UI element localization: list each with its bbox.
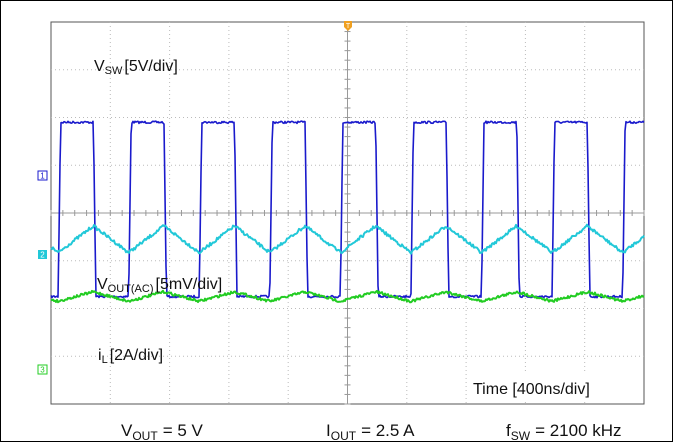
il-label: iL [2A/div]: [98, 347, 163, 366]
time-label-box: [467, 373, 630, 400]
vout-annotation-main: V: [121, 421, 133, 440]
vout-label-scale: [5mV/div]: [156, 276, 223, 293]
channel-1-marker-text: 1: [40, 172, 45, 181]
vsw-label-main: V: [94, 58, 105, 75]
time-scale-label: Time [400ns/div]: [473, 381, 590, 398]
fsw-annotation: fSW = 2100 kHz: [506, 421, 622, 442]
vout-ac-trace: [50, 223, 645, 255]
channel-3-marker: 3: [37, 364, 48, 375]
vout-label-main: V: [97, 276, 108, 293]
iout-annotation-sub: OUT: [331, 429, 357, 442]
trigger-marker: T: [344, 21, 352, 31]
channel-1-marker: 1: [37, 170, 48, 181]
vsw-label-sub: SW: [105, 65, 123, 77]
fsw-annotation-value: = 2100 kHz: [535, 421, 621, 440]
vsw-trace: [50, 120, 645, 299]
channel-3-marker-text: 3: [40, 366, 45, 375]
vsw-label: VSW [5V/div]: [94, 58, 178, 77]
channel-2-marker: 2: [38, 250, 47, 260]
inductor-current-trace: [50, 289, 645, 304]
fsw-annotation-sub: SW: [511, 429, 531, 442]
fsw-annotation-main: f: [506, 421, 511, 440]
vout-annotation-value: = 5 V: [163, 421, 204, 440]
waveform-traces: [50, 120, 645, 304]
vout-annotation-sub: OUT: [132, 429, 158, 442]
vout-label-sub: OUT(AC): [108, 283, 154, 295]
il-label-sub: L: [102, 354, 108, 366]
trigger-marker-text: T: [346, 23, 351, 30]
iout-annotation: IOUT = 2.5 A: [326, 421, 415, 442]
channel-2-marker-text: 2: [40, 251, 45, 260]
vsw-label-scale: [5V/div]: [124, 58, 177, 75]
il-label-main: i: [98, 347, 102, 364]
il-label-scale: [2A/div]: [110, 347, 163, 364]
vout-annotation: VOUT = 5 V: [121, 421, 204, 442]
iout-annotation-main: I: [326, 421, 331, 440]
iout-annotation-value: = 2.5 A: [361, 421, 415, 440]
vout-label: VOUT(AC) [5mV/div]: [97, 276, 222, 295]
